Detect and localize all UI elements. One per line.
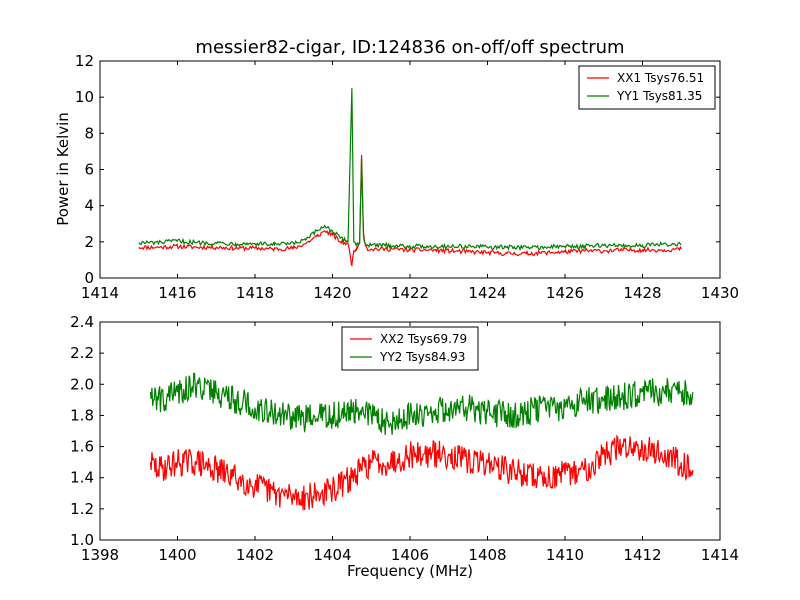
- legend-label: YY2 Tsys84.93: [379, 350, 465, 364]
- x-tick-label: 1414: [81, 284, 119, 302]
- y-tick-label: 1.6: [70, 438, 94, 456]
- x-tick-label: 1420: [313, 284, 351, 302]
- y-tick-label: 1.8: [70, 406, 94, 424]
- y-tick-label: 2: [84, 233, 94, 251]
- y-tick-label: 8: [84, 124, 94, 142]
- x-tick-label: 1424: [468, 284, 506, 302]
- x-tick-label: 1418: [236, 284, 274, 302]
- legend-label: XX2 Tsys69.79: [380, 332, 467, 346]
- series-line-yy1: [138, 88, 682, 252]
- x-tick-label: 1426: [546, 284, 584, 302]
- y-tick-label: 10: [75, 88, 94, 106]
- y-tick-label: 4: [84, 197, 94, 215]
- x-tick-label: 1410: [546, 546, 584, 564]
- y-tick-label: 1.2: [70, 500, 94, 518]
- legend-box: [341, 326, 479, 371]
- bottom-plot: 1398 1400 1402 1404 1406 1408 1410 1412 1414 1.0 1…: [70, 313, 739, 564]
- legend-label: YY1 Tsys81.35: [616, 89, 702, 103]
- x-tick-label: 1430: [701, 284, 739, 302]
- y-tick-label: 1.0: [70, 531, 94, 549]
- x-tick-label: 1408: [468, 546, 506, 564]
- x-tick-label: 1400: [158, 546, 196, 564]
- x-tick-label: 1404: [313, 546, 351, 564]
- y-tick-label: 2.0: [70, 375, 94, 393]
- y-tick-label: 12: [75, 52, 94, 70]
- x-tick-label: 1398: [81, 546, 119, 564]
- series-line-yy2: [149, 372, 694, 436]
- x-tick-label: 1406: [391, 546, 429, 564]
- y-tick-label: 1.4: [70, 469, 94, 487]
- legend-label: XX1 Tsys76.51: [617, 71, 704, 85]
- x-tick-label: 1412: [623, 546, 661, 564]
- x-tick-label: 1416: [158, 284, 196, 302]
- x-tick-label: 1422: [391, 284, 429, 302]
- y-tick-label: 2.4: [70, 313, 94, 331]
- y-tick-label: 0: [84, 269, 94, 287]
- y-tick-label: 2.2: [70, 344, 94, 362]
- top-y-axis-label: Power in Kelvin: [54, 112, 72, 226]
- legend-box: [578, 65, 716, 110]
- x-tick-label: 1428: [623, 284, 661, 302]
- top-plot: 1414 1416 1418 1420 1422 1424 1426 1428 1430 0 2 4 6…: [75, 52, 739, 302]
- chart-title: messier82-cigar, ID:124836 on-off/off sp…: [195, 37, 624, 58]
- y-tick-label: 6: [84, 161, 94, 179]
- x-tick-label: 1414: [701, 546, 739, 564]
- series-line-xx2: [149, 434, 694, 511]
- x-tick-label: 1402: [236, 546, 274, 564]
- bottom-x-axis-label: Frequency (MHz): [347, 562, 473, 580]
